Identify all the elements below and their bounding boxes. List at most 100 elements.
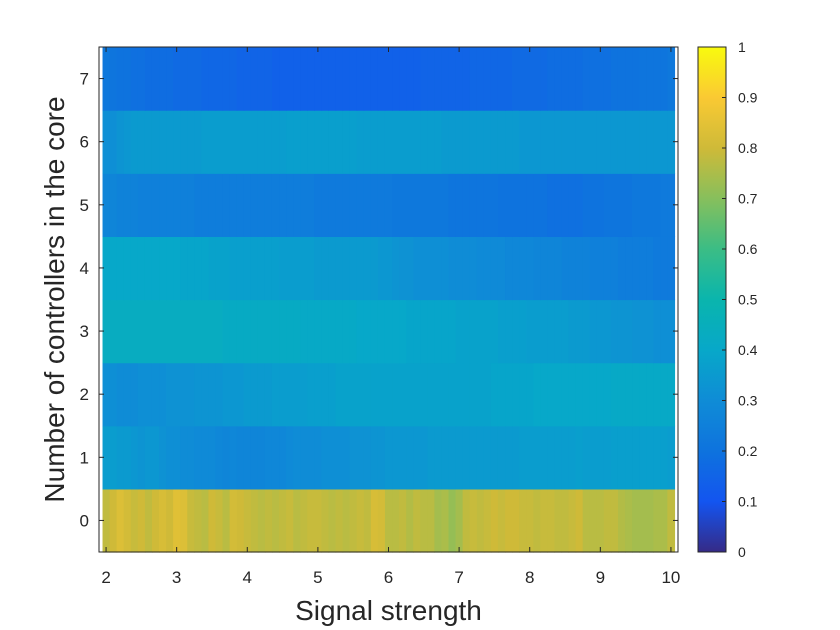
x-tick-label: 7 bbox=[454, 568, 463, 587]
heatmap-cell bbox=[490, 362, 499, 427]
y-tick-label: 6 bbox=[80, 133, 89, 152]
heatmap-cell bbox=[413, 488, 421, 553]
heatmap-cell bbox=[561, 173, 570, 237]
heatmap-cell bbox=[526, 425, 534, 490]
heatmap-cell bbox=[554, 425, 563, 490]
heatmap-cell bbox=[660, 173, 669, 237]
heatmap-cell bbox=[547, 488, 556, 553]
heatmap-cell bbox=[123, 362, 132, 427]
heatmap-cell bbox=[490, 299, 499, 364]
heatmap-cell bbox=[187, 488, 195, 553]
heatmap-cell bbox=[420, 173, 428, 237]
heatmap-cell bbox=[660, 236, 669, 301]
heatmap-cell bbox=[370, 362, 379, 427]
heatmap-cell bbox=[646, 362, 654, 427]
heatmap-cell bbox=[342, 299, 351, 364]
heatmap-cell bbox=[300, 488, 308, 553]
heatmap-cell bbox=[462, 110, 471, 174]
heatmap-cell bbox=[243, 425, 252, 490]
heatmap-cell bbox=[667, 47, 676, 111]
heatmap-cell bbox=[116, 362, 125, 427]
heatmap-cell bbox=[625, 488, 633, 553]
heatmap-cell bbox=[384, 110, 393, 174]
heatmap-cell bbox=[342, 236, 351, 301]
heatmap-cell bbox=[434, 488, 443, 553]
heatmap-cell bbox=[279, 47, 287, 111]
heatmap-cell bbox=[399, 236, 407, 301]
heatmap-cell bbox=[257, 173, 266, 237]
heatmap-cell bbox=[533, 47, 541, 111]
heatmap-cell bbox=[392, 47, 400, 111]
heatmap-cell bbox=[575, 173, 584, 237]
heatmap-cell bbox=[526, 362, 534, 427]
heatmap-cell bbox=[575, 362, 584, 427]
heatmap-cell bbox=[243, 362, 252, 427]
heatmap-cell bbox=[575, 47, 584, 111]
heatmap-cell bbox=[144, 110, 153, 174]
heatmap-cell bbox=[173, 173, 181, 237]
heatmap-cell bbox=[483, 488, 492, 553]
heatmap-cell bbox=[441, 173, 450, 237]
heatmap-cell bbox=[321, 47, 330, 111]
heatmap-cell bbox=[469, 47, 478, 111]
heatmap-cell bbox=[427, 110, 435, 174]
heatmap-cell bbox=[130, 488, 139, 553]
heatmap-cell bbox=[314, 110, 323, 174]
heatmap-cell bbox=[201, 362, 210, 427]
heatmap-cell bbox=[173, 236, 181, 301]
heatmap-cell bbox=[399, 488, 407, 553]
heatmap-cell bbox=[625, 425, 633, 490]
heatmap-cell bbox=[377, 299, 386, 364]
heatmap-cell bbox=[180, 236, 188, 301]
heatmap-cell bbox=[102, 488, 111, 553]
heatmap-cell bbox=[610, 110, 619, 174]
heatmap-cell bbox=[603, 425, 612, 490]
heatmap-cell bbox=[187, 425, 195, 490]
heatmap-cell bbox=[469, 299, 478, 364]
heatmap-cell bbox=[363, 425, 372, 490]
heatmap-cell bbox=[201, 47, 210, 111]
heatmap-cell bbox=[166, 425, 174, 490]
heatmap-cell bbox=[533, 299, 541, 364]
heatmap-cell bbox=[335, 47, 344, 111]
heatmap-cell bbox=[208, 173, 217, 237]
heatmap-cell bbox=[427, 362, 435, 427]
heatmap-cell bbox=[215, 488, 224, 553]
x-axis-ticks: 2 3 4 5 6 7 8 9 10 bbox=[101, 47, 680, 587]
heatmap-cell bbox=[109, 425, 118, 490]
heatmap-cell bbox=[187, 173, 195, 237]
heatmap-cell bbox=[582, 236, 591, 301]
heatmap-cell bbox=[462, 362, 471, 427]
heatmap-cell bbox=[441, 362, 450, 427]
heatmap-cell bbox=[335, 488, 344, 553]
heatmap-cell bbox=[286, 488, 294, 553]
heatmap-cell bbox=[392, 488, 400, 553]
heatmap-cell bbox=[568, 173, 577, 237]
heatmap-cell bbox=[236, 362, 245, 427]
heatmap-cell bbox=[617, 425, 626, 490]
heatmap-cell bbox=[377, 236, 386, 301]
heatmap-cell bbox=[349, 47, 358, 111]
heatmap-cell bbox=[533, 236, 541, 301]
heatmap-cell bbox=[646, 299, 654, 364]
heatmap-cell bbox=[632, 47, 640, 111]
heatmap-cell bbox=[335, 236, 344, 301]
heatmap-cell bbox=[660, 110, 669, 174]
heatmap-cell bbox=[159, 173, 167, 237]
heatmap-cell bbox=[307, 236, 315, 301]
heatmap-cell bbox=[575, 110, 584, 174]
heatmap-cell bbox=[116, 299, 125, 364]
heatmap-cell bbox=[632, 425, 640, 490]
heatmap-cell bbox=[279, 299, 287, 364]
heatmap-cell bbox=[286, 236, 294, 301]
heatmap-cell bbox=[279, 236, 287, 301]
heatmap-cell bbox=[137, 173, 146, 237]
heatmap-cell bbox=[286, 47, 294, 111]
heatmap-cell bbox=[102, 299, 111, 364]
heatmap-cell bbox=[540, 425, 548, 490]
heatmap-cell bbox=[533, 488, 541, 553]
heatmap-cell bbox=[469, 362, 478, 427]
heatmap-cell bbox=[483, 299, 492, 364]
heatmap-cell bbox=[229, 236, 238, 301]
heatmap-cell bbox=[363, 173, 372, 237]
